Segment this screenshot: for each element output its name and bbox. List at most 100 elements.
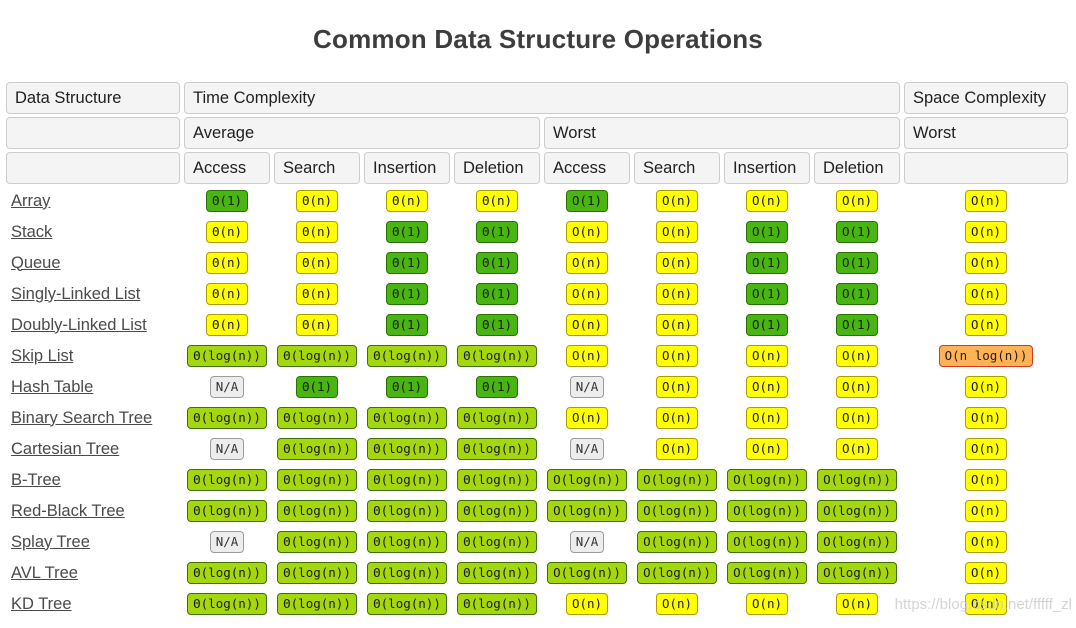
complexity-cell: Θ(log(n)) bbox=[364, 559, 450, 587]
complexity-badge: Θ(1) bbox=[205, 190, 249, 212]
complexity-badge: O(n) bbox=[964, 314, 1008, 336]
header-empty-cell bbox=[6, 152, 180, 184]
complexity-cell: Θ(log(n)) bbox=[364, 497, 450, 525]
complexity-badge: O(n) bbox=[655, 376, 699, 398]
complexity-cell: O(n) bbox=[904, 187, 1068, 215]
complexity-cell: O(n) bbox=[814, 590, 900, 618]
header-worst-deletion: Deletion bbox=[814, 152, 900, 184]
complexity-cell: Θ(log(n)) bbox=[364, 528, 450, 556]
complexity-cell: Θ(log(n)) bbox=[364, 404, 450, 432]
row-label-cell: Singly-Linked List bbox=[6, 280, 180, 308]
data-structure-link[interactable]: Skip List bbox=[11, 346, 74, 365]
complexity-cell: Θ(1) bbox=[454, 373, 540, 401]
data-structure-link[interactable]: Singly-Linked List bbox=[11, 284, 141, 303]
complexity-badge: N/A bbox=[569, 376, 605, 398]
complexity-badge: N/A bbox=[209, 531, 245, 553]
complexity-cell: Θ(log(n)) bbox=[454, 497, 540, 525]
complexity-cell: Θ(n) bbox=[184, 249, 270, 277]
data-structure-link[interactable]: Array bbox=[11, 191, 51, 210]
complexity-badge: O(log(n)) bbox=[547, 469, 627, 491]
complexity-cell: O(n) bbox=[904, 497, 1068, 525]
complexity-cell: O(n) bbox=[634, 342, 720, 370]
row-label-cell: KD Tree bbox=[6, 590, 180, 618]
complexity-badge: N/A bbox=[209, 376, 245, 398]
complexity-badge: O(log(n)) bbox=[637, 562, 717, 584]
table-row: Singly-Linked List Θ(n) Θ(n) Θ(1) Θ(1) O(n) O(… bbox=[6, 280, 1068, 308]
header-avg-access: Access bbox=[184, 152, 270, 184]
complexity-badge: O(n) bbox=[565, 407, 609, 429]
complexity-badge: O(n) bbox=[655, 438, 699, 460]
complexity-badge: O(log(n)) bbox=[817, 531, 897, 553]
row-label-cell: Stack bbox=[6, 218, 180, 246]
complexity-cell: Θ(log(n)) bbox=[274, 497, 360, 525]
complexity-cell: O(n) bbox=[634, 187, 720, 215]
complexity-cell: Θ(n) bbox=[454, 187, 540, 215]
complexity-badge: O(n) bbox=[655, 314, 699, 336]
data-structure-link[interactable]: Cartesian Tree bbox=[11, 439, 120, 458]
data-structure-link[interactable]: Stack bbox=[11, 222, 53, 241]
complexity-cell: O(n) bbox=[904, 590, 1068, 618]
complexity-badge: O(log(n)) bbox=[547, 500, 627, 522]
complexity-badge: O(log(n)) bbox=[637, 469, 717, 491]
header-empty-cell bbox=[904, 152, 1068, 184]
complexity-cell: O(1) bbox=[814, 311, 900, 339]
complexity-cell: O(1) bbox=[814, 218, 900, 246]
complexity-cell: O(n) bbox=[634, 218, 720, 246]
complexity-badge: Θ(log(n)) bbox=[277, 593, 357, 615]
data-structure-link[interactable]: KD Tree bbox=[11, 594, 72, 613]
complexity-cell: Θ(log(n)) bbox=[274, 528, 360, 556]
complexity-badge: Θ(n) bbox=[475, 190, 519, 212]
complexity-badge: Θ(n) bbox=[205, 283, 249, 305]
complexity-badge: Θ(1) bbox=[385, 221, 429, 243]
complexity-cell: O(1) bbox=[724, 218, 810, 246]
complexity-cell: O(1) bbox=[814, 249, 900, 277]
data-structure-link[interactable]: Red-Black Tree bbox=[11, 501, 125, 520]
complexity-badge: Θ(log(n)) bbox=[457, 407, 537, 429]
complexity-cell: Θ(log(n)) bbox=[184, 590, 270, 618]
complexity-cell: Θ(log(n)) bbox=[184, 497, 270, 525]
table-row: B-Tree Θ(log(n)) Θ(log(n)) Θ(log(n)) Θ(log(n… bbox=[6, 466, 1068, 494]
complexity-cell: Θ(n) bbox=[184, 311, 270, 339]
complexity-badge: O(1) bbox=[745, 283, 789, 305]
data-structure-link[interactable]: Binary Search Tree bbox=[11, 408, 153, 427]
complexity-cell: O(n) bbox=[904, 249, 1068, 277]
complexity-badge: O(n) bbox=[964, 593, 1008, 615]
complexity-cell: O(n) bbox=[634, 373, 720, 401]
data-structure-link[interactable]: Queue bbox=[11, 253, 61, 272]
complexity-badge: Θ(n) bbox=[295, 283, 339, 305]
complexity-cell: Θ(log(n)) bbox=[184, 342, 270, 370]
data-structure-link[interactable]: Hash Table bbox=[11, 377, 94, 396]
complexity-cell: Θ(n) bbox=[274, 187, 360, 215]
complexity-cell: Θ(n) bbox=[274, 311, 360, 339]
header-worst-access: Access bbox=[544, 152, 630, 184]
complexity-cell: O(log(n)) bbox=[724, 528, 810, 556]
complexity-badge: O(1) bbox=[835, 283, 879, 305]
complexity-badge: O(n) bbox=[964, 500, 1008, 522]
complexity-badge: Θ(log(n)) bbox=[187, 469, 267, 491]
complexity-badge: Θ(n) bbox=[385, 190, 429, 212]
table-row: Binary Search Tree Θ(log(n)) Θ(log(n)) Θ(lo… bbox=[6, 404, 1068, 432]
complexity-badge: O(1) bbox=[835, 252, 879, 274]
header-data-structure: Data Structure bbox=[6, 82, 180, 114]
header-row-ops: Access Search Insertion Deletion Access … bbox=[6, 152, 1068, 184]
row-label-cell: Array bbox=[6, 187, 180, 215]
complexity-cell: Θ(n) bbox=[184, 280, 270, 308]
complexity-cell: Θ(1) bbox=[454, 311, 540, 339]
complexity-cell: Θ(log(n)) bbox=[274, 466, 360, 494]
complexity-badge: Θ(1) bbox=[295, 376, 339, 398]
complexity-cell: O(n) bbox=[904, 404, 1068, 432]
data-structure-link[interactable]: Doubly-Linked List bbox=[11, 315, 147, 334]
data-structure-link[interactable]: B-Tree bbox=[11, 470, 61, 489]
complexity-badge: Θ(1) bbox=[385, 283, 429, 305]
data-structure-link[interactable]: Splay Tree bbox=[11, 532, 90, 551]
complexity-cell: Θ(1) bbox=[454, 249, 540, 277]
table-row: Doubly-Linked List Θ(n) Θ(n) Θ(1) Θ(1) O(n) O(… bbox=[6, 311, 1068, 339]
complexity-cell: O(log(n)) bbox=[544, 497, 630, 525]
complexity-badge: Θ(1) bbox=[385, 314, 429, 336]
complexity-cell: N/A bbox=[544, 435, 630, 463]
data-structure-link[interactable]: AVL Tree bbox=[11, 563, 78, 582]
complexity-badge: O(n) bbox=[745, 376, 789, 398]
complexity-badge: O(1) bbox=[745, 252, 789, 274]
complexity-badge: O(n) bbox=[655, 283, 699, 305]
